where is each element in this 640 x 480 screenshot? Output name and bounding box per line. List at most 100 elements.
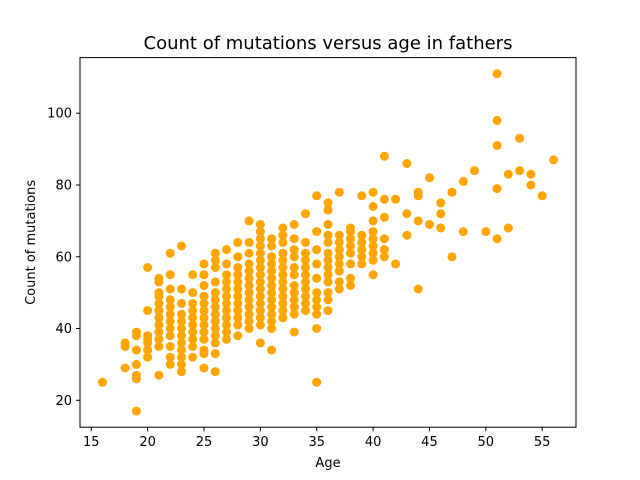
data-point <box>357 259 367 269</box>
data-point <box>492 69 502 79</box>
data-point <box>278 298 288 308</box>
data-point <box>131 327 141 337</box>
data-point <box>222 327 231 337</box>
data-point <box>515 166 525 176</box>
data-point <box>244 281 254 290</box>
data-point <box>334 266 344 276</box>
data-point <box>177 345 186 355</box>
data-point <box>154 313 164 323</box>
data-point <box>503 169 513 179</box>
data-point <box>346 248 355 258</box>
data-point <box>188 352 198 362</box>
data-point <box>368 248 378 258</box>
data-point <box>165 316 175 326</box>
data-point <box>312 273 322 283</box>
data-point <box>346 223 355 233</box>
data-point <box>402 209 412 219</box>
chart-title: Count of mutations versus age in fathers <box>144 33 513 54</box>
data-point <box>278 306 288 316</box>
data-point <box>188 334 198 344</box>
data-point <box>425 220 434 229</box>
data-point <box>199 313 209 323</box>
data-point <box>165 324 175 333</box>
data-point <box>98 377 107 387</box>
data-point <box>244 266 254 276</box>
data-point <box>210 255 220 265</box>
data-point <box>278 270 288 280</box>
data-point <box>368 241 378 251</box>
data-point <box>323 263 333 272</box>
x-axis: 15 20 25 30 35 40 45 50 55 <box>83 427 550 450</box>
data-point <box>334 259 344 269</box>
data-point <box>165 284 175 294</box>
data-point <box>177 309 186 319</box>
data-point <box>188 306 198 316</box>
data-point <box>278 263 288 272</box>
data-point <box>244 259 254 269</box>
data-point <box>188 342 198 351</box>
data-point <box>301 291 310 301</box>
data-point <box>199 320 209 330</box>
data-point <box>312 295 322 305</box>
data-point <box>210 349 220 359</box>
data-point <box>222 334 231 344</box>
data-point <box>301 270 310 280</box>
data-point <box>334 187 344 197</box>
data-point <box>278 313 288 323</box>
data-point <box>549 155 558 165</box>
data-point <box>278 284 288 294</box>
x-tick-label: 55 <box>534 435 551 450</box>
data-point <box>481 227 491 237</box>
data-point <box>436 198 446 208</box>
data-point <box>255 298 265 308</box>
data-point <box>255 255 265 265</box>
data-point <box>289 234 299 244</box>
data-point <box>233 291 243 301</box>
data-point <box>222 298 231 308</box>
data-point <box>255 291 265 301</box>
data-point <box>210 331 220 341</box>
data-point <box>312 227 322 237</box>
data-point <box>301 277 310 287</box>
data-point <box>346 241 355 251</box>
data-point <box>233 284 243 294</box>
plot-area <box>98 69 558 416</box>
data-point <box>334 284 344 294</box>
y-tick-label: 20 <box>55 394 72 409</box>
data-point <box>188 270 198 280</box>
data-point <box>289 245 299 255</box>
data-point <box>267 252 277 262</box>
data-point <box>120 338 130 348</box>
data-point <box>255 248 265 258</box>
data-point <box>413 187 423 197</box>
data-point <box>278 291 288 301</box>
data-point <box>233 320 243 330</box>
data-point <box>165 331 175 341</box>
data-point <box>368 227 378 237</box>
data-point <box>289 327 299 337</box>
data-point <box>312 259 322 269</box>
data-point <box>436 223 446 233</box>
data-point <box>233 306 243 316</box>
data-point <box>278 223 288 233</box>
data-point <box>492 141 502 150</box>
data-point <box>244 248 254 258</box>
data-point <box>301 209 310 219</box>
data-point <box>131 370 141 380</box>
data-point <box>233 237 243 247</box>
data-point <box>323 198 333 208</box>
data-point <box>312 324 322 333</box>
data-point <box>199 298 209 308</box>
x-tick-label: 50 <box>478 435 495 450</box>
data-point <box>199 281 209 290</box>
data-point <box>357 237 367 247</box>
data-point <box>244 324 254 333</box>
data-point <box>267 295 277 305</box>
data-point <box>346 273 355 283</box>
data-point <box>357 252 367 262</box>
data-point <box>222 245 231 255</box>
data-point <box>222 284 231 294</box>
data-point <box>334 230 344 240</box>
data-point <box>177 298 186 308</box>
